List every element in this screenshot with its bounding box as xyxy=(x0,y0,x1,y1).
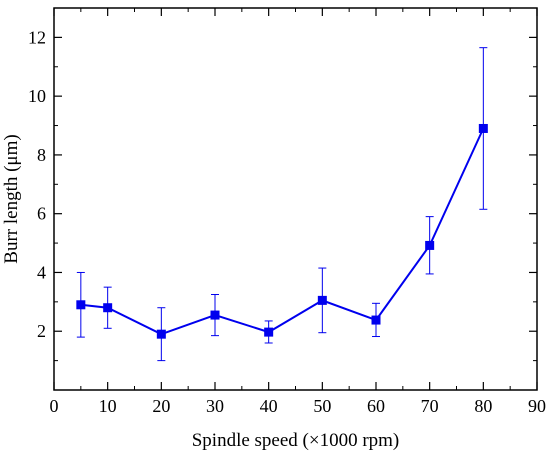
plot-area: 0 10 20 30 40 50 60 70 80 90 2 4 6 8 10 12 xyxy=(28,7,546,416)
x-axis-title: Spindle speed (×1000 rpm) xyxy=(192,430,400,451)
x-tick-label: 90 xyxy=(528,396,546,416)
y-tick-label: 2 xyxy=(37,321,46,341)
data-point xyxy=(425,240,435,250)
y-tick-label: 4 xyxy=(37,262,46,282)
x-tick-label: 20 xyxy=(152,396,170,416)
x-tick-label: 30 xyxy=(206,396,224,416)
x-tick-label: 50 xyxy=(313,396,331,416)
x-tick-label: 40 xyxy=(260,396,278,416)
x-tick-label: 0 xyxy=(50,396,59,416)
data-point xyxy=(264,327,274,337)
y-axis-title: Burr length (μm) xyxy=(1,134,22,263)
x-tick-label: 80 xyxy=(474,396,492,416)
y-tick-label: 10 xyxy=(28,86,46,106)
series-line xyxy=(80,128,485,336)
plot-frame xyxy=(53,7,538,391)
data-point xyxy=(76,300,86,310)
x-tick-label: 60 xyxy=(367,396,385,416)
data-point xyxy=(478,123,488,133)
data-point xyxy=(210,310,220,320)
x-tick-label: 70 xyxy=(421,396,439,416)
data-point xyxy=(156,329,166,339)
data-point xyxy=(103,303,113,313)
y-tick-label: 8 xyxy=(37,145,46,165)
data-point xyxy=(371,315,381,325)
y-tick-label: 6 xyxy=(37,204,46,224)
x-tick-label: 10 xyxy=(99,396,117,416)
data-point xyxy=(317,295,327,305)
y-tick-label: 12 xyxy=(28,27,46,47)
